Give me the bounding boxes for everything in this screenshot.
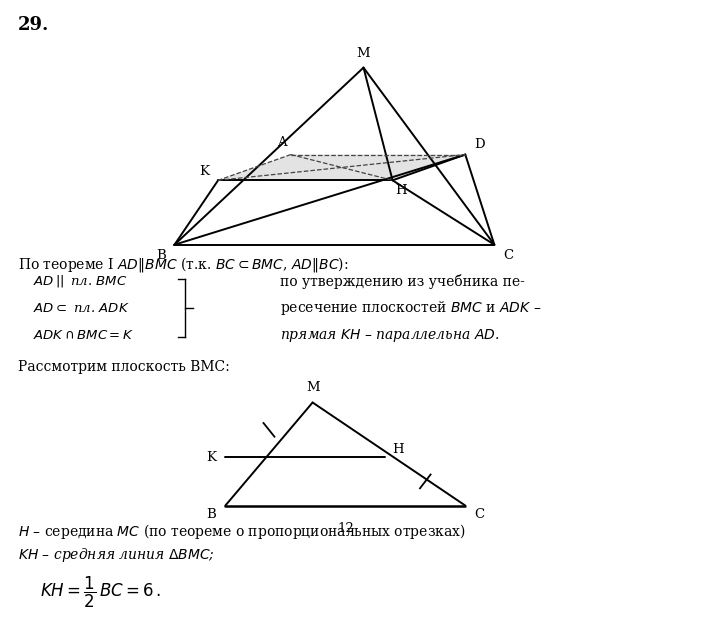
Text: K: K <box>206 451 216 464</box>
Text: C: C <box>503 249 513 261</box>
Text: $AD \,||\,$ пл. $BMC$: $AD \,||\,$ пл. $BMC$ <box>33 274 127 289</box>
Text: Рассмотрим плоскость ВМС:: Рассмотрим плоскость ВМС: <box>18 360 230 374</box>
Text: D: D <box>474 138 485 151</box>
Text: 29.: 29. <box>18 16 49 34</box>
Text: $KH = \dfrac{1}{2}\,BC = 6\,.$: $KH = \dfrac{1}{2}\,BC = 6\,.$ <box>40 575 161 610</box>
Text: A: A <box>277 136 286 149</box>
Text: 12: 12 <box>337 522 354 535</box>
Text: M: M <box>306 381 319 394</box>
Text: K: K <box>199 165 209 178</box>
Text: B: B <box>156 249 166 261</box>
Polygon shape <box>218 155 465 180</box>
Text: $H$ – середина $MC$ (по теореме о пропорциональных отрезках): $H$ – середина $MC$ (по теореме о пропор… <box>18 522 466 541</box>
Text: По теореме I $AD \| BMC$ (т.к. $BC \subset BMC$, $AD \| BC$):: По теореме I $AD \| BMC$ (т.к. $BC \subs… <box>18 254 348 274</box>
Text: B: B <box>206 508 216 521</box>
Text: ресечение плоскостей $BMC$ и $ADK$ –: ресечение плоскостей $BMC$ и $ADK$ – <box>280 299 541 317</box>
Text: C: C <box>475 508 485 521</box>
Text: прямая $KH$ – параллельна $AD$.: прямая $KH$ – параллельна $AD$. <box>280 327 499 344</box>
Text: $KH$ – средняя линия $\Delta BMC$;: $KH$ – средняя линия $\Delta BMC$; <box>18 546 215 564</box>
Text: $ADK \cap BMC = K$: $ADK \cap BMC = K$ <box>33 329 134 342</box>
Text: H: H <box>392 442 403 455</box>
Text: по утверждению из учебника пе-: по утверждению из учебника пе- <box>280 274 525 289</box>
Text: H: H <box>395 184 407 197</box>
Text: $AD \subset$ пл. $ADK$: $AD \subset$ пл. $ADK$ <box>33 302 129 315</box>
Text: M: M <box>357 47 370 60</box>
